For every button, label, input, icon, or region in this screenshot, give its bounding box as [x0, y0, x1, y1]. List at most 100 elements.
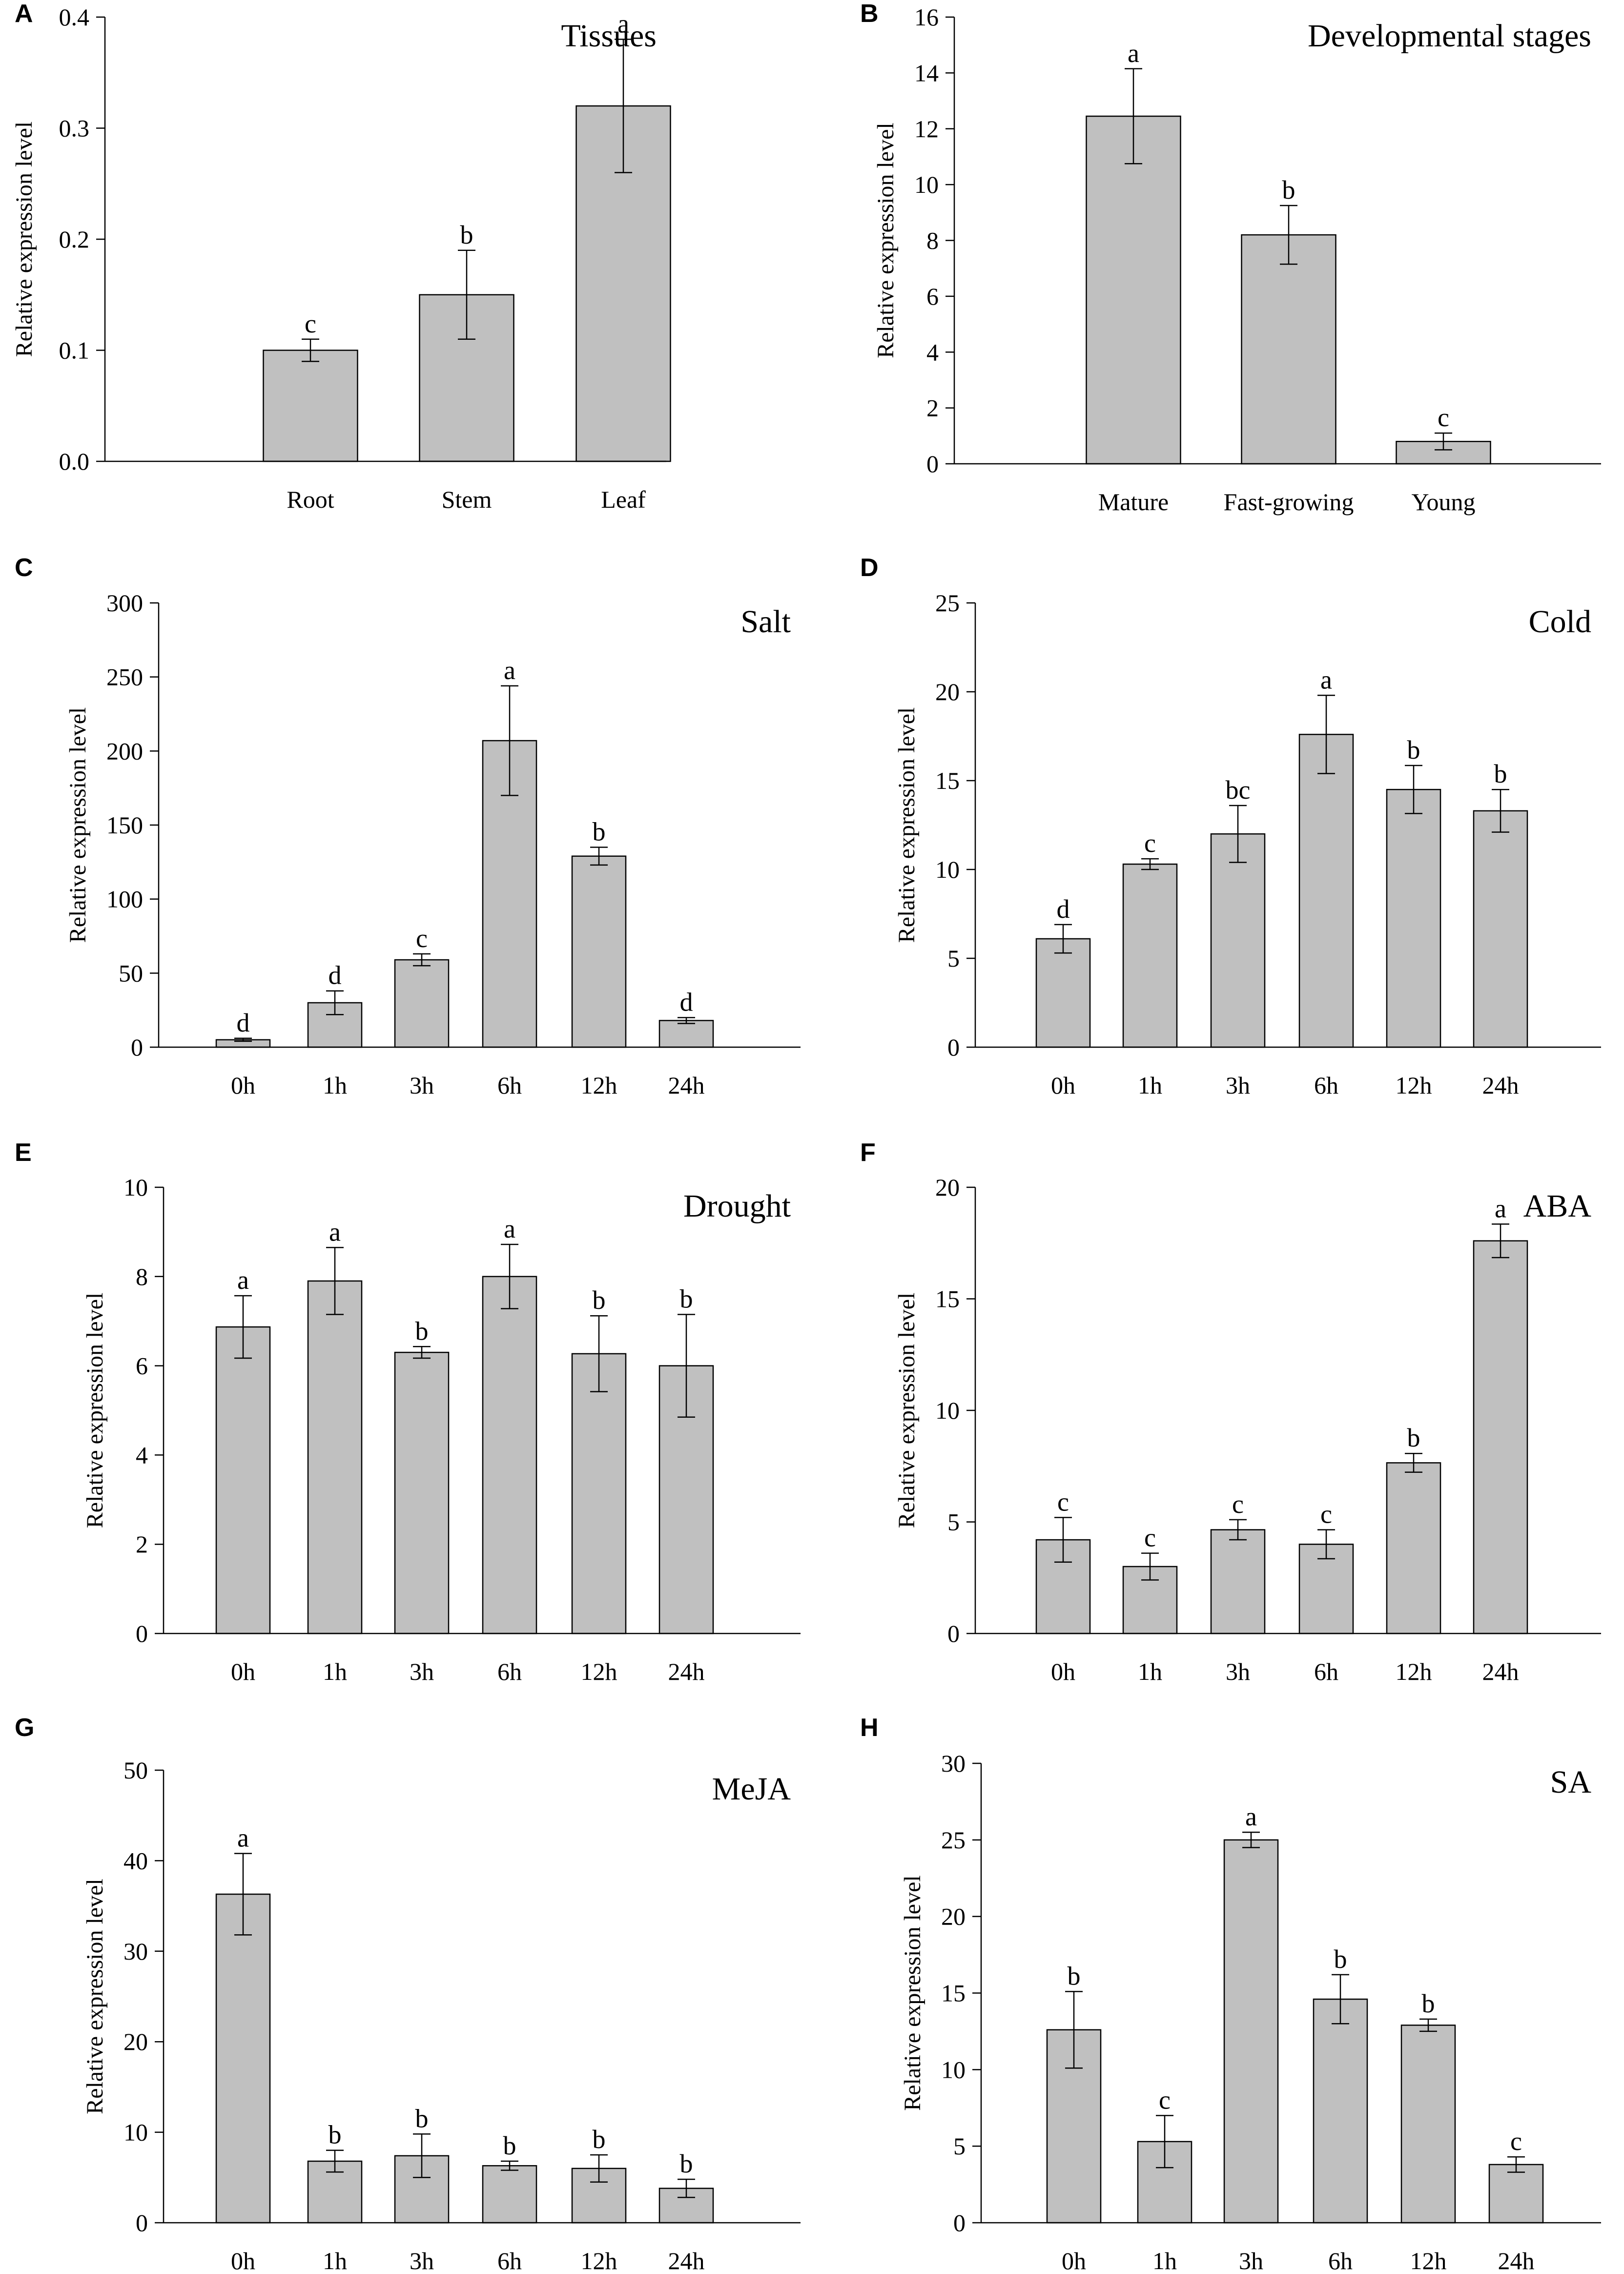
y-tick-label: 0.3 [59, 115, 90, 142]
significance-letter: b [415, 2104, 429, 2133]
y-tick-label: 0.2 [59, 226, 90, 253]
significance-letter: b [593, 817, 606, 847]
x-tick-label: 6h [497, 1658, 522, 1685]
y-tick-label: 6 [136, 1352, 148, 1380]
significance-letter: b [415, 1316, 429, 1345]
significance-letter: a [1495, 1194, 1506, 1223]
significance-letter: c [305, 309, 316, 338]
y-tick-label: 5 [953, 2132, 966, 2160]
y-tick-label: 16 [914, 3, 939, 31]
y-tick-label: 20 [123, 2028, 148, 2055]
significance-letter: a [1128, 39, 1139, 68]
x-tick-label: 6h [1314, 1658, 1338, 1685]
x-tick-label: 6h [497, 1072, 522, 1099]
x-tick-label: 3h [1226, 1072, 1250, 1099]
bar-12h [571, 1353, 627, 1634]
x-tick-label: Leaf [601, 486, 646, 513]
bar-24h [1473, 810, 1528, 1048]
chart-panel-c: Cd 0h d 1h c 3h a 6h b 12h d 24h 0 50 100 150 200 250 300 R… [15, 554, 801, 1099]
y-tick-label: 15 [935, 1285, 960, 1313]
significance-letter: b [1407, 735, 1420, 765]
y-tick-label: 14 [914, 59, 939, 86]
x-tick-label: Fast-growing [1224, 488, 1354, 516]
chart-panel-d: Dd 0h c 1h bc 3h a 6h b 12h b 24h 0 5 10 15 20 25 Relative… [860, 554, 1601, 1099]
y-tick-label: 10 [935, 1397, 960, 1424]
y-axis-title: Relative expression level [873, 123, 899, 358]
bar-6h [1298, 734, 1354, 1048]
y-tick-label: 10 [935, 856, 960, 883]
x-tick-label: 12h [1396, 1658, 1432, 1685]
y-tick-label: 300 [106, 589, 143, 617]
y-axis-title: Relative expression level [894, 1293, 920, 1529]
significance-letter: a [1245, 1802, 1257, 1831]
significance-letter: c [1510, 2127, 1522, 2156]
y-tick-label: 5 [947, 945, 960, 972]
y-tick-label: 12 [914, 115, 939, 143]
y-tick-label: 250 [106, 663, 143, 691]
x-tick-label: 0h [231, 1658, 255, 1685]
bar-24h [658, 1020, 714, 1048]
y-tick-label: 10 [941, 2056, 966, 2083]
significance-letter: c [1057, 1487, 1069, 1516]
significance-letter: c [1232, 1489, 1244, 1519]
x-tick-label: 12h [1396, 1072, 1432, 1099]
x-tick-label: 24h [668, 1072, 705, 1099]
y-tick-label: 30 [941, 1750, 966, 1777]
x-tick-label: Stem [442, 486, 492, 513]
y-tick-label: 2 [136, 1530, 148, 1558]
y-axis-title: Relative expression level [82, 1293, 108, 1529]
x-tick-label: 1h [1152, 2247, 1177, 2274]
significance-letter: bc [1226, 775, 1251, 805]
significance-letter: b [1068, 1961, 1081, 1990]
bar-3h [394, 959, 450, 1048]
bar-fast-growing [1241, 234, 1336, 465]
y-tick-label: 5 [947, 1509, 960, 1536]
chart-panel-b: Ba Mature b Fast-growing c Young 0 2 4 6 8 10 12 14 16… [860, 0, 1601, 516]
y-tick-label: 100 [106, 886, 143, 913]
y-tick-label: 25 [935, 589, 960, 617]
panel-letter: D [860, 554, 879, 582]
y-tick-label: 4 [136, 1441, 148, 1468]
y-tick-label: 0 [926, 450, 939, 477]
chart-title: Tissues [561, 18, 657, 54]
significance-letter: b [1494, 759, 1507, 788]
significance-letter: b [503, 2131, 516, 2160]
y-tick-label: 15 [941, 1980, 966, 2007]
bar-3h [1210, 833, 1266, 1048]
y-tick-label: 0 [136, 2209, 148, 2236]
bar-6h [482, 1276, 537, 1634]
x-tick-label: Mature [1098, 488, 1169, 516]
x-tick-label: 0h [1051, 1658, 1075, 1685]
y-tick-label: 0 [947, 1034, 960, 1061]
y-tick-label: 0.4 [59, 3, 90, 31]
significance-letter: a [237, 1265, 249, 1295]
chart-title: Developmental stages [1308, 18, 1591, 54]
y-tick-label: 30 [123, 1938, 148, 1965]
x-tick-label: 0h [231, 2247, 255, 2274]
y-tick-label: 200 [106, 737, 143, 765]
y-axis-title: Relative expression level [11, 122, 37, 357]
x-tick-label: 12h [581, 1658, 617, 1685]
panel-letter: B [860, 0, 879, 28]
y-tick-label: 150 [106, 811, 143, 839]
bar-1h [307, 1280, 363, 1634]
x-tick-label: 0h [231, 1072, 255, 1099]
x-tick-label: 12h [581, 1072, 617, 1099]
bar-12h [1400, 2025, 1456, 2224]
x-tick-label: 24h [1482, 1072, 1519, 1099]
chart-title: MeJA [712, 1771, 791, 1807]
bar-12h [571, 855, 627, 1048]
significance-letter: c [1320, 1499, 1332, 1529]
significance-letter: c [416, 924, 428, 953]
y-tick-label: 25 [941, 1826, 966, 1854]
bar-3h [394, 1351, 450, 1634]
significance-letter: b [593, 2125, 606, 2154]
chart-title: ABA [1523, 1188, 1592, 1224]
y-tick-label: 15 [935, 767, 960, 794]
significance-letter: a [617, 9, 629, 39]
x-tick-label: 6h [497, 2247, 522, 2274]
y-axis-title: Relative expression level [900, 1875, 925, 2111]
y-axis-title: Relative expression level [894, 707, 920, 943]
y-tick-label: 0 [953, 2209, 966, 2236]
